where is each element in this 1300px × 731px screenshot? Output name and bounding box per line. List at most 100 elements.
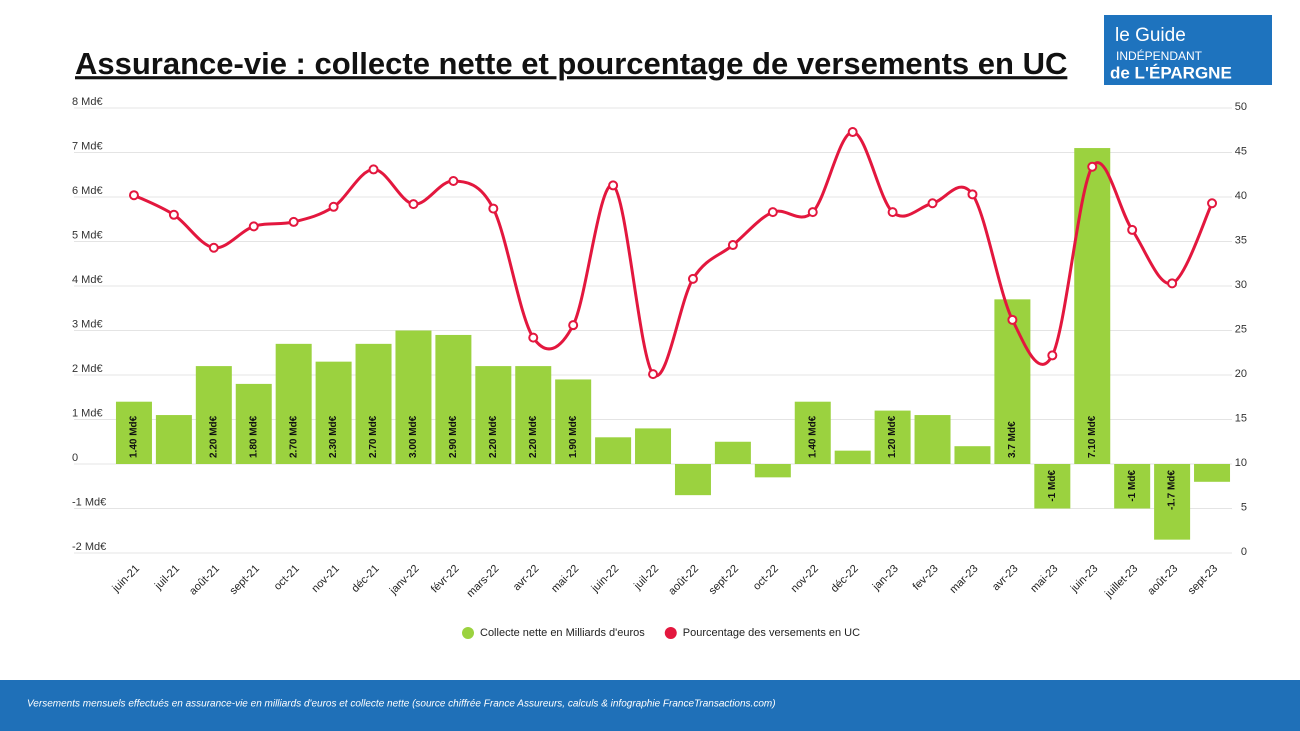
value-label: 2.30 Md€ [328, 415, 339, 458]
y2-tick-label: 15 [1235, 412, 1247, 424]
legend-marker [462, 627, 474, 639]
x-tick-label: août-22 [666, 563, 701, 598]
legend-label: Collecte nette en Milliards d'euros [480, 627, 645, 639]
bar [1074, 148, 1111, 465]
line [133, 130, 1214, 378]
value-label: 1.40 Md€ [807, 415, 818, 458]
line-point [1167, 278, 1178, 289]
bar [1194, 464, 1231, 482]
line-point [687, 273, 698, 284]
footer-band [0, 680, 1300, 731]
value-label: 3.7 Md€ [1007, 421, 1018, 458]
x-tick-label: nov-21 [310, 563, 342, 595]
x-tick-label: avr-22 [511, 563, 542, 594]
y2-tick-label: 35 [1235, 234, 1247, 246]
y-tick-label: 8 Md€ [72, 96, 103, 108]
value-label: 2.70 Md€ [288, 415, 299, 458]
line-point [727, 240, 738, 251]
bar [275, 343, 312, 464]
line-point [368, 164, 379, 175]
bar [555, 379, 592, 464]
bar [115, 401, 152, 464]
y-tick-label: -2 Md€ [72, 541, 106, 553]
x-tick-label: juin-23 [1068, 563, 1101, 596]
bar [794, 401, 831, 464]
value-label: 1.40 Md€ [129, 415, 140, 458]
x-tick-label: jan-23 [870, 563, 901, 594]
line-point [1087, 161, 1098, 172]
x-tick-label: févr-22 [429, 563, 462, 596]
bar [834, 450, 871, 464]
line-point [648, 369, 659, 380]
bar [355, 343, 392, 464]
chart-title: Assurance-vie : collecte nette et pource… [75, 46, 1067, 81]
x-tick-label: juil-21 [152, 563, 182, 593]
bar [195, 366, 232, 464]
x-tick-label: mai-22 [549, 563, 581, 595]
y-tick-label: 2 Md€ [72, 363, 103, 375]
bar [395, 330, 432, 464]
bar [155, 415, 192, 464]
y2-tick-label: 0 [1241, 546, 1247, 558]
line-point [967, 189, 978, 200]
bar [435, 334, 472, 464]
line-point [847, 127, 858, 138]
y2-tick-label: 30 [1235, 279, 1247, 291]
line-point [1127, 224, 1138, 235]
line-point [488, 203, 499, 214]
value-label: -1 Md€ [1047, 470, 1058, 502]
line-point [767, 207, 778, 218]
x-tick-label: déc-21 [349, 563, 381, 595]
bar [235, 383, 272, 464]
x-tick-label: août-23 [1145, 563, 1180, 598]
x-tick-label: oct-21 [272, 563, 302, 593]
legend-label: Pourcentage des versements en UC [683, 627, 860, 639]
x-tick-label: mar-23 [948, 563, 981, 596]
value-label: -1.7 Md€ [1167, 470, 1178, 510]
y2-tick-label: 45 [1235, 145, 1247, 157]
line-point [568, 320, 579, 331]
y-tick-label: 0 [72, 452, 78, 464]
line-point [408, 199, 419, 210]
x-tick-label: juin-21 [110, 563, 143, 596]
line-point [208, 242, 219, 253]
x-tick-label: juil-22 [631, 563, 661, 593]
line-point [887, 207, 898, 218]
bar [595, 437, 632, 464]
value-label: 2.90 Md€ [448, 415, 459, 458]
line-point [1007, 314, 1018, 325]
footer-caption: Versements mensuels effectués en assuran… [27, 699, 776, 710]
logo-text: le Guide [1115, 25, 1186, 46]
x-tick-label: janv-22 [387, 563, 422, 598]
bar [1114, 464, 1151, 509]
line-point [1047, 350, 1058, 361]
x-tick-label: oct-22 [751, 563, 781, 593]
y2-tick-label: 40 [1235, 190, 1247, 202]
x-tick-label: fev-23 [911, 563, 941, 593]
y-tick-label: 3 Md€ [72, 318, 103, 330]
x-tick-label: juin-22 [589, 563, 622, 596]
x-tick-label: sept-21 [227, 563, 261, 597]
y-tick-label: 6 Md€ [72, 185, 103, 197]
line-point [927, 198, 938, 209]
value-label: 7.10 Md€ [1087, 415, 1098, 458]
bar [954, 446, 991, 464]
y2-tick-label: 10 [1235, 457, 1247, 469]
logo: le Guide INDÉPENDANT de L'ÉPARGNE [1104, 15, 1272, 85]
line-point [168, 209, 179, 220]
bar [874, 410, 911, 464]
value-label: 2.20 Md€ [528, 415, 539, 458]
x-tick-label: juillet-23 [1102, 563, 1140, 601]
bar [515, 366, 552, 464]
value-label: 3.00 Md€ [408, 415, 419, 458]
value-label: 2.20 Md€ [208, 415, 219, 458]
value-label: 1.20 Md€ [887, 415, 898, 458]
y-tick-label: 4 Md€ [72, 274, 103, 286]
x-tick-label: sept-23 [1186, 563, 1220, 597]
value-label: 2.70 Md€ [368, 415, 379, 458]
x-tick-label: sept-22 [707, 563, 741, 597]
bar [1034, 464, 1071, 509]
bar [1154, 464, 1191, 540]
logo-text: INDÉPENDANT [1116, 48, 1203, 63]
